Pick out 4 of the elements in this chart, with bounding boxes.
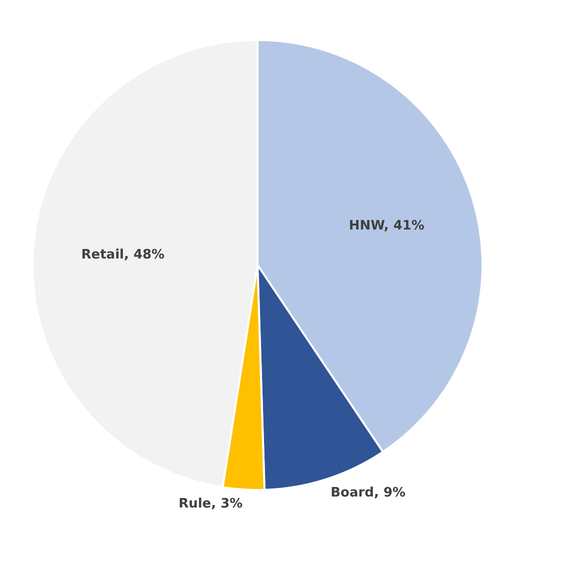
slice-label: Retail, 48%: [81, 248, 165, 263]
slice-label: Board, 9%: [330, 486, 406, 501]
slice-label: HNW, 41%: [348, 218, 424, 234]
slice-label: Rule, 3%: [178, 496, 243, 512]
